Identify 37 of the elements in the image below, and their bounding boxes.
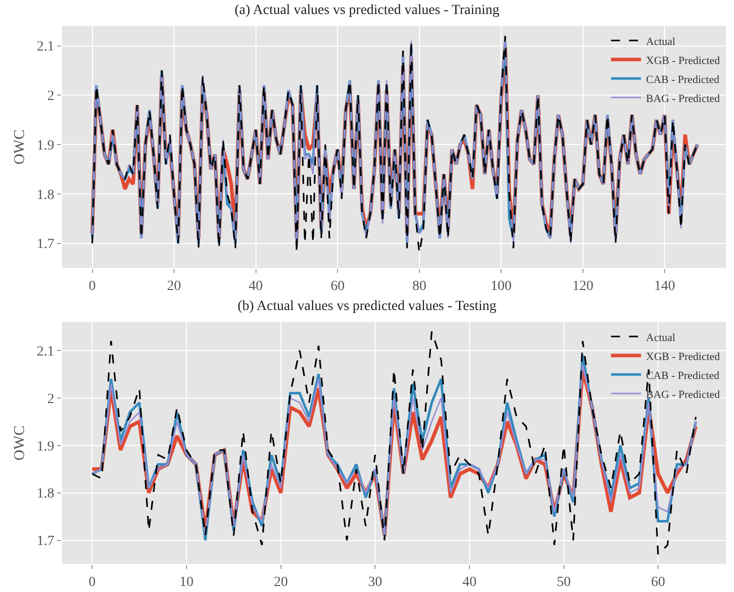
legend-label: XGB - Predicted — [646, 54, 720, 67]
y-tick-label: 1.8 — [36, 486, 54, 502]
x-tick-label: 10 — [180, 574, 194, 590]
x-tick-label: 60 — [330, 278, 345, 294]
x-tick-label: 0 — [88, 278, 96, 294]
y-tick-label: 1.9 — [36, 439, 54, 454]
x-tick-label: 40 — [462, 574, 476, 590]
chart-title: (a) Actual values vs predicted values - Training — [234, 3, 500, 18]
y-tick-label: 2.1 — [36, 40, 54, 55]
y-tick-label: 2 — [47, 89, 54, 104]
y-axis-title: OWC — [12, 130, 28, 164]
legend-label: BAG - Predicted — [646, 388, 720, 401]
x-tick-label: 50 — [556, 574, 571, 590]
legend-label: Actual — [646, 36, 676, 48]
x-tick-label: 20 — [167, 278, 182, 294]
legend-label: XGB - Predicted — [646, 350, 720, 363]
x-tick-label: 100 — [490, 278, 512, 294]
legend-label: Actual — [646, 332, 676, 344]
x-tick-label: 120 — [572, 278, 594, 294]
y-tick-label: 1.9 — [36, 138, 54, 154]
x-tick-label: 30 — [368, 574, 382, 590]
x-tick-label: 80 — [412, 278, 426, 294]
y-tick-label: 2 — [47, 392, 54, 407]
x-tick-label: 60 — [651, 574, 666, 590]
y-tick-label: 1.7 — [36, 237, 54, 252]
y-tick-label: 1.7 — [36, 534, 54, 550]
x-tick-label: 20 — [274, 574, 288, 590]
x-tick-label: 0 — [88, 574, 96, 590]
legend-label: CAB - Predicted — [646, 370, 720, 382]
x-tick-label: 40 — [248, 278, 263, 294]
y-tick-label: 1.8 — [36, 188, 54, 203]
y-tick-label: 2.1 — [36, 344, 54, 360]
legend-label: BAG - Predicted — [646, 92, 720, 105]
x-tick-label: 140 — [654, 278, 676, 294]
legend-label: CAB - Predicted — [646, 74, 720, 86]
chart-title: (b) Actual values vs predicted values - Testing — [238, 299, 496, 314]
y-axis-title: OWC — [12, 426, 28, 460]
